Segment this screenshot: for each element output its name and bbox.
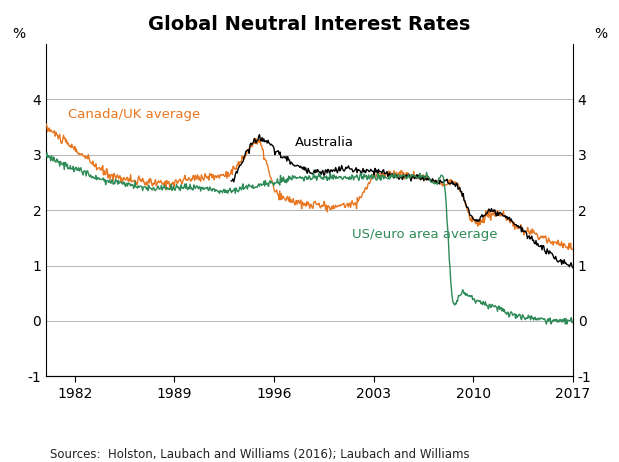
Text: US/euro area average: US/euro area average	[352, 228, 498, 241]
Text: %: %	[594, 26, 607, 41]
Text: %: %	[12, 26, 25, 41]
Text: Canada/UK average: Canada/UK average	[67, 109, 200, 122]
Text: Sources:  Holston, Laubach and Williams (2016); Laubach and Williams
          (: Sources: Holston, Laubach and Williams (…	[50, 448, 469, 462]
Text: Australia: Australia	[295, 136, 354, 149]
Title: Global Neutral Interest Rates: Global Neutral Interest Rates	[149, 15, 470, 34]
